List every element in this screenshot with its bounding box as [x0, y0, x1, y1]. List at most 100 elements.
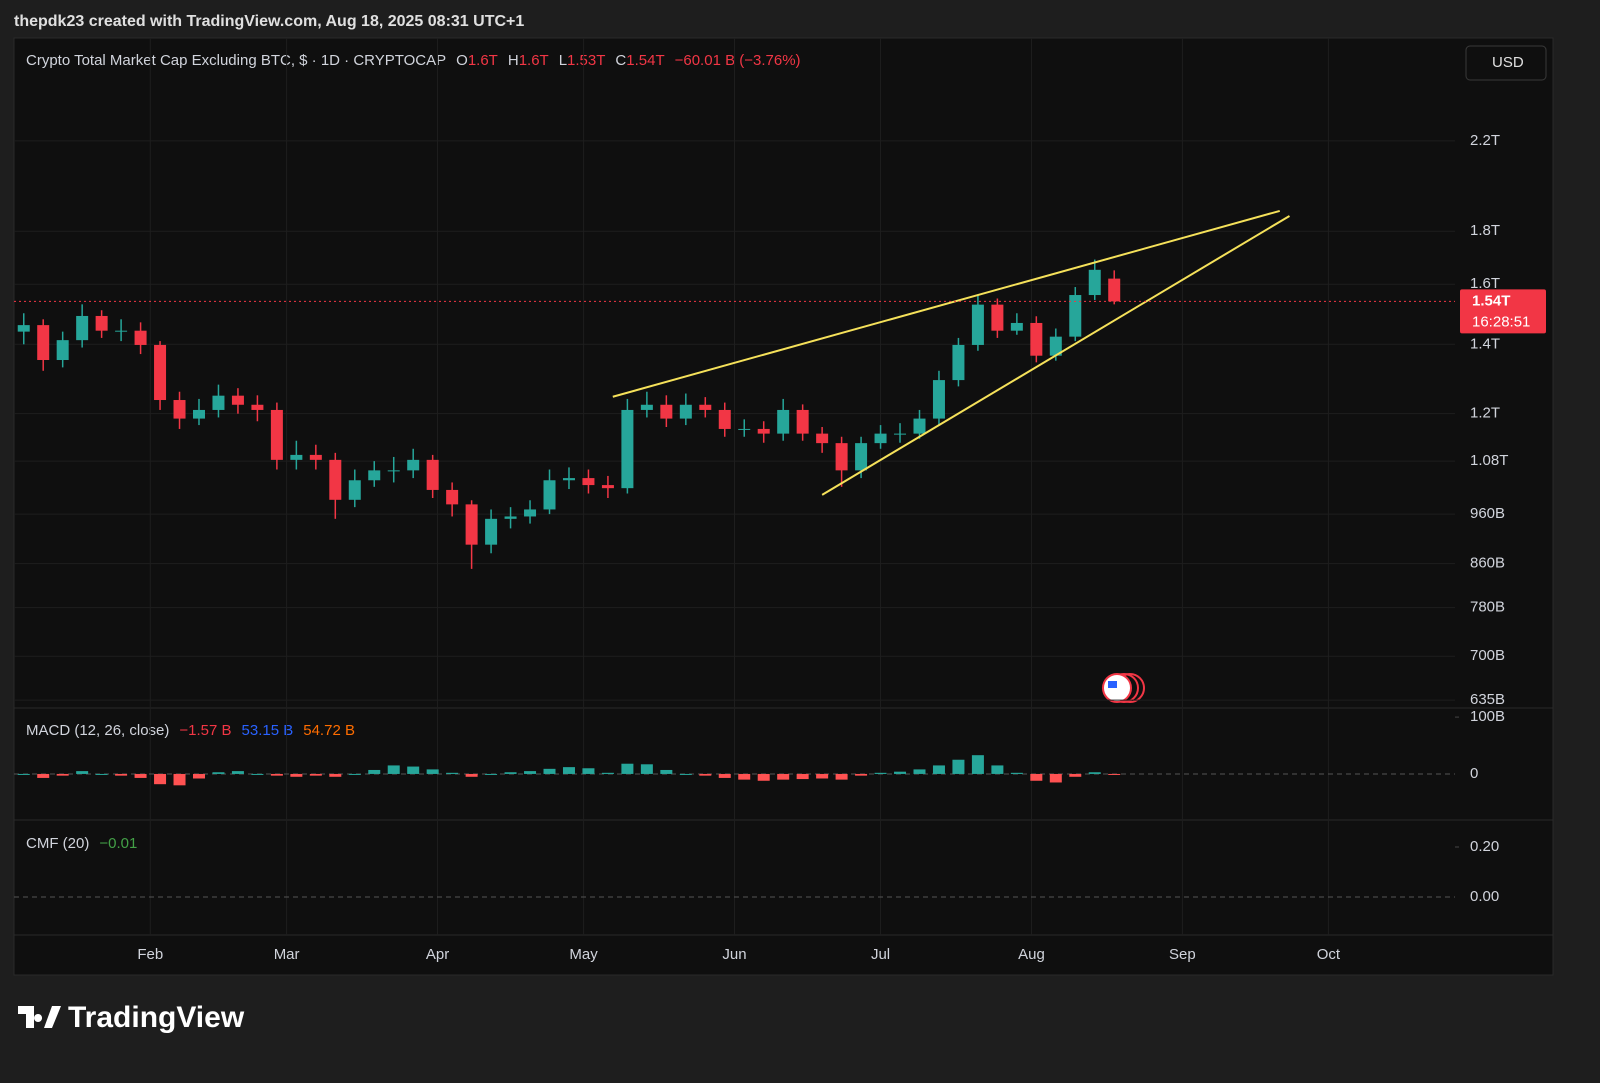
price-legend: Crypto Total Market Cap Excluding BTC, $…	[26, 52, 801, 69]
histogram-bar	[1069, 773, 1082, 777]
currency-button-label[interactable]: USD	[1492, 54, 1524, 71]
histogram-bar	[660, 769, 673, 774]
histogram-bar	[952, 759, 965, 774]
candle-body	[1030, 322, 1043, 356]
histogram-bar	[329, 773, 342, 777]
candle-body	[991, 304, 1004, 331]
candle-body	[640, 404, 653, 410]
candle-body	[1010, 322, 1023, 331]
histogram-bar	[37, 773, 50, 778]
candle-body	[855, 443, 868, 471]
logo: TradingView	[18, 1001, 245, 1034]
candle-body	[95, 315, 108, 331]
candle-body	[37, 325, 50, 361]
candle-body	[562, 478, 575, 481]
histogram-bar	[718, 773, 731, 778]
last-price-box	[1460, 289, 1546, 334]
candle-body	[738, 428, 751, 430]
logo-text: TradingView	[68, 1001, 245, 1034]
histogram-bar	[757, 773, 770, 781]
histogram-bar	[835, 773, 848, 780]
histogram-bar	[485, 773, 498, 775]
legend-value: 1.53T	[567, 52, 605, 69]
legend-value: −0.01	[99, 835, 137, 852]
candle-body	[154, 344, 167, 401]
y-tick-label: 700B	[1470, 647, 1505, 664]
x-tick-label: Oct	[1317, 946, 1341, 963]
x-tick-label: Jul	[871, 946, 890, 963]
candle-body	[679, 404, 692, 419]
trendline	[612, 209, 1281, 398]
histogram-bar	[816, 773, 829, 779]
y-tick-label: 0.20	[1470, 838, 1499, 855]
candle-body	[894, 433, 907, 435]
y-tick-label: 1.8T	[1470, 222, 1500, 239]
histogram-bar	[290, 773, 303, 777]
candle-body	[835, 443, 848, 471]
histogram-bar	[17, 773, 30, 775]
candle-body	[952, 344, 965, 381]
candle-body	[17, 325, 30, 332]
candle-body	[1108, 278, 1121, 302]
candle-body	[56, 340, 69, 361]
candle-body	[874, 433, 887, 444]
cmf-legend: CMF (20) −0.01	[26, 835, 137, 852]
histogram-bar	[991, 765, 1004, 774]
histogram-bar	[582, 768, 595, 774]
histogram-bar	[1049, 773, 1062, 783]
legend-title: CMF (20)	[26, 835, 89, 852]
x-tick-label: Mar	[274, 946, 300, 963]
candle-body	[115, 330, 128, 332]
histogram-bar	[777, 773, 790, 780]
candle-body	[485, 518, 498, 545]
macd-legend: MACD (12, 26, close) −1.57 B 53.15 B 54.72 …	[26, 722, 355, 739]
histogram-bar	[913, 769, 926, 774]
histogram-bar	[348, 773, 361, 775]
event-icon[interactable]	[1102, 673, 1145, 703]
histogram-bar	[407, 766, 420, 774]
x-tick-label: Feb	[137, 946, 163, 963]
candle-body	[660, 404, 673, 419]
histogram-bar	[1010, 772, 1023, 774]
histogram-bar	[465, 773, 478, 777]
histogram-bar	[192, 773, 205, 779]
histogram-bar	[387, 765, 400, 774]
histogram-bar	[134, 773, 147, 778]
candle-body	[1049, 336, 1062, 356]
histogram-bar	[115, 773, 128, 776]
y-tick-label: 635B	[1470, 691, 1505, 708]
histogram-bar	[309, 773, 322, 776]
y-tick-label: 0	[1470, 765, 1478, 782]
last-price-label: 1.54T	[1472, 292, 1510, 309]
y-tick-label: 0.00	[1470, 888, 1499, 905]
logo-mark	[18, 1006, 61, 1028]
candle-body	[543, 480, 556, 510]
histogram-bar	[76, 771, 89, 774]
legend-value: 1.6T	[519, 52, 549, 69]
x-tick-label: Sep	[1169, 946, 1196, 963]
histogram-bar	[640, 764, 653, 774]
histogram-bar	[562, 767, 575, 774]
histogram-bar	[932, 765, 945, 774]
histogram-bar	[524, 771, 537, 774]
y-tick-label: 860B	[1470, 555, 1505, 572]
legend-change: −60.01 B (−3.76%)	[675, 52, 801, 69]
histogram-bar	[368, 769, 381, 774]
histogram-bar	[1088, 772, 1101, 774]
y-tick-label: 1.6T	[1470, 275, 1500, 292]
currency-button[interactable]	[1465, 45, 1547, 81]
attribution: thepdk23 created with TradingView.com, A…	[14, 13, 524, 30]
candle-body	[212, 395, 225, 410]
x-tick-label: May	[569, 946, 598, 963]
histogram-bar	[679, 773, 692, 775]
candle-body	[309, 454, 322, 460]
histogram-bar	[56, 773, 69, 776]
legend-key: O	[456, 52, 468, 69]
legend-title: Crypto Total Market Cap Excluding BTC, $…	[26, 52, 446, 69]
candle-body	[290, 454, 303, 460]
histogram-bar	[855, 773, 868, 776]
candle-body	[621, 409, 634, 489]
candle-body	[932, 380, 945, 419]
legend-title: MACD (12, 26, close)	[26, 722, 169, 739]
